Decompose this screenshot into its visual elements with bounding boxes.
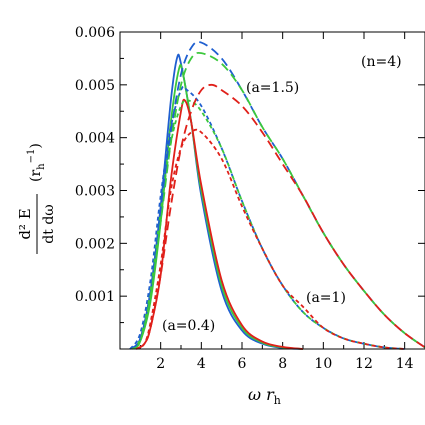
- x-tick-label: 6: [238, 356, 247, 372]
- x-tick-label: 14: [396, 356, 414, 372]
- series-line-a-1-green: [131, 99, 405, 350]
- annotation-a1-5: (a=1.5): [246, 80, 299, 96]
- y-axis-label: d² E dt dω (rh−1): [16, 143, 57, 254]
- annotation-n: (n=4): [361, 54, 402, 70]
- y-tick-label: 0.003: [75, 184, 115, 200]
- x-axis-label: ω rh: [248, 385, 281, 407]
- plot-frame: [119, 31, 425, 350]
- annotation-a0-4: (a=0.4): [162, 318, 215, 334]
- x-tick-label: 10: [314, 356, 332, 372]
- y-tick-label: 0.004: [75, 131, 115, 147]
- x-axis-label-main: ω r: [248, 385, 275, 404]
- y-unit-sup: −1: [26, 149, 37, 164]
- series-line-a-1-5-red: [135, 83, 425, 350]
- x-tick-label: 12: [355, 356, 373, 372]
- y-unit-close: ): [28, 143, 44, 148]
- y-tick-label: 0.001: [75, 289, 115, 305]
- x-tick-label: 4: [197, 356, 206, 372]
- y-tick-label: 0.002: [75, 236, 115, 252]
- annotation-a1: (a=1): [306, 290, 346, 306]
- series-line-a-1-5-green: [131, 51, 425, 350]
- x-axis-label-sub: h: [274, 394, 281, 407]
- tick-labels-layer: 2 4 6 8 10 12 14 0.001 0.002 0.003 0.004 0.005 0.006: [75, 25, 414, 372]
- y-axis-label-denominator: dt dω: [41, 204, 57, 243]
- y-tick-label: 0.006: [75, 25, 115, 41]
- y-tick-label: 0.005: [75, 78, 115, 94]
- y-axis-label-numerator: d² E: [16, 208, 34, 239]
- y-unit-sub: h: [36, 163, 47, 170]
- y-unit-open: (r: [28, 170, 44, 182]
- x-tick-label: 2: [156, 356, 165, 372]
- x-tick-label: 8: [278, 356, 287, 372]
- curves-layer: [129, 41, 425, 350]
- y-axis-label-unit: (rh−1): [26, 143, 47, 182]
- series-line-a-1-red: [135, 128, 405, 350]
- ticks-layer: [120, 31, 425, 349]
- series-line-a-0-4-green: [131, 63, 304, 350]
